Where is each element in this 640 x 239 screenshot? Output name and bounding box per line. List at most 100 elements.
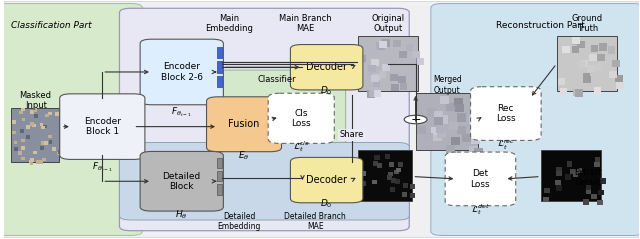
- Text: $\mathcal{L}_t^{cls}$: $\mathcal{L}_t^{cls}$: [293, 139, 310, 154]
- Bar: [436, 125, 445, 133]
- FancyBboxPatch shape: [445, 152, 516, 206]
- Bar: [599, 43, 607, 51]
- Bar: [594, 162, 600, 167]
- Bar: [371, 75, 379, 82]
- Bar: [21, 139, 25, 142]
- Bar: [367, 69, 374, 76]
- Bar: [609, 71, 617, 78]
- Text: Extract
Details: Extract Details: [575, 168, 602, 187]
- Bar: [391, 178, 396, 183]
- Bar: [597, 54, 605, 61]
- Bar: [382, 39, 390, 47]
- FancyBboxPatch shape: [431, 4, 640, 235]
- Bar: [595, 158, 600, 163]
- Bar: [385, 154, 390, 159]
- Bar: [26, 136, 30, 139]
- Bar: [431, 126, 440, 135]
- Bar: [575, 89, 583, 97]
- Bar: [439, 115, 448, 124]
- Text: Encoder
Block 2-6: Encoder Block 2-6: [161, 62, 203, 82]
- Text: Cls
Loss: Cls Loss: [291, 109, 311, 128]
- Bar: [541, 150, 601, 201]
- Bar: [395, 179, 400, 184]
- Text: $D_0$: $D_0$: [321, 197, 333, 210]
- Bar: [371, 59, 379, 66]
- Bar: [434, 111, 443, 120]
- Text: Ground
Truth: Ground Truth: [572, 14, 603, 33]
- Bar: [373, 161, 378, 166]
- Bar: [570, 169, 575, 174]
- Bar: [446, 103, 455, 111]
- Text: $F_{\theta_{t-1}}$: $F_{\theta_{t-1}}$: [172, 106, 192, 119]
- Bar: [417, 126, 426, 134]
- FancyBboxPatch shape: [60, 94, 145, 159]
- Text: $F_{\theta_{t-1}}$: $F_{\theta_{t-1}}$: [92, 160, 113, 174]
- Bar: [12, 108, 59, 162]
- Bar: [41, 126, 45, 129]
- Bar: [21, 157, 25, 160]
- Bar: [462, 134, 471, 142]
- Text: Detailed
Block: Detailed Block: [163, 172, 201, 191]
- Bar: [577, 168, 582, 173]
- Bar: [470, 136, 479, 144]
- Text: $D_0$: $D_0$: [321, 84, 333, 97]
- Bar: [403, 183, 408, 188]
- Bar: [378, 43, 385, 50]
- Text: Main Branch
MAE: Main Branch MAE: [279, 14, 332, 33]
- Bar: [379, 41, 387, 48]
- Bar: [587, 65, 595, 72]
- Text: $\mathcal{L}_t^{rec}$: $\mathcal{L}_t^{rec}$: [497, 137, 515, 152]
- Bar: [48, 135, 52, 138]
- Bar: [607, 46, 615, 54]
- Bar: [440, 96, 449, 104]
- Bar: [390, 74, 398, 81]
- Bar: [14, 147, 18, 151]
- Bar: [398, 162, 403, 167]
- Bar: [358, 55, 366, 62]
- Bar: [45, 114, 49, 117]
- Bar: [454, 104, 463, 112]
- Text: Masked
Input: Masked Input: [20, 91, 52, 110]
- Bar: [371, 87, 378, 94]
- Bar: [360, 181, 365, 186]
- Text: $H_\theta$: $H_\theta$: [175, 208, 188, 221]
- Bar: [565, 174, 571, 179]
- Text: $\mathcal{L}_t^{det}$: $\mathcal{L}_t^{det}$: [471, 202, 490, 217]
- Bar: [437, 130, 446, 138]
- Bar: [446, 145, 455, 153]
- Bar: [394, 170, 399, 174]
- Bar: [19, 111, 22, 114]
- Bar: [13, 141, 17, 144]
- Bar: [18, 152, 22, 155]
- Bar: [217, 47, 223, 58]
- Bar: [457, 126, 466, 134]
- Bar: [374, 90, 381, 98]
- Bar: [582, 73, 590, 81]
- Bar: [30, 158, 34, 162]
- Bar: [48, 112, 52, 115]
- Bar: [468, 146, 477, 155]
- Bar: [583, 76, 591, 83]
- Bar: [390, 60, 397, 67]
- Bar: [586, 189, 591, 194]
- Bar: [572, 46, 579, 53]
- Bar: [358, 150, 412, 201]
- Bar: [589, 54, 596, 61]
- Bar: [469, 106, 478, 114]
- Bar: [600, 178, 605, 184]
- Bar: [396, 168, 401, 173]
- Bar: [36, 160, 40, 164]
- Bar: [368, 65, 376, 72]
- Bar: [563, 46, 570, 53]
- Bar: [33, 108, 36, 112]
- Bar: [435, 121, 444, 129]
- Circle shape: [404, 115, 427, 124]
- Bar: [394, 40, 401, 47]
- Bar: [412, 51, 420, 58]
- Text: +: +: [410, 113, 421, 126]
- Bar: [217, 171, 223, 181]
- Bar: [26, 125, 30, 129]
- Bar: [428, 108, 436, 117]
- Bar: [477, 97, 486, 105]
- Text: Det
Loss: Det Loss: [470, 169, 490, 189]
